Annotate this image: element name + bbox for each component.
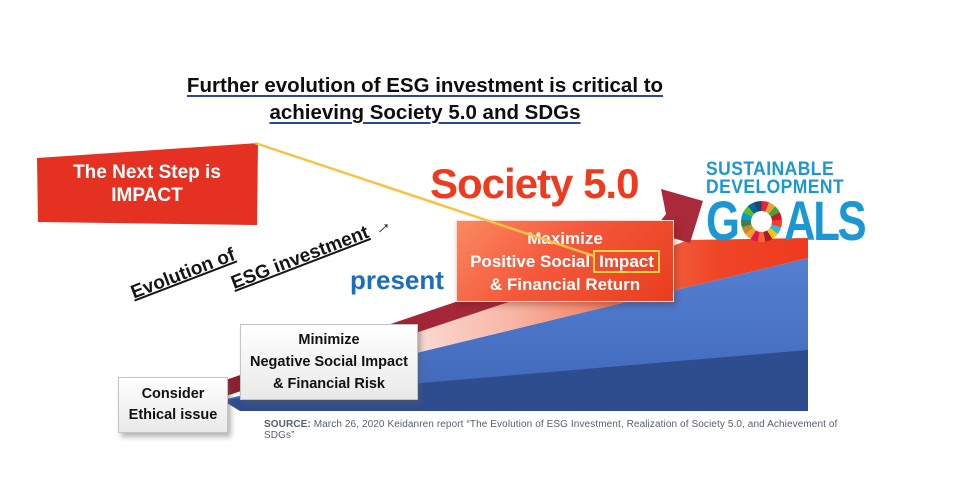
sdg-color-wheel-icon: [740, 200, 782, 242]
minimize-line3: & Financial Risk: [272, 376, 385, 392]
sdg-logo: SUSTAINABLE DEVELOPMENT G ALS: [706, 159, 887, 252]
next-step-line1: The Next Step is: [73, 162, 221, 183]
maximize-line2-text: Positive Social: [470, 251, 591, 271]
slide-title-line1: Further evolution of ESG investment is c…: [186, 74, 664, 97]
impact-highlight: Impact: [593, 249, 660, 273]
minimize-line2: Negative Social Impact: [250, 354, 408, 370]
slide-title: Further evolution of ESG investment is c…: [0, 72, 850, 126]
present-marker-label: present: [350, 265, 444, 295]
maximize-line2: Positive Social Impact: [457, 249, 673, 273]
maximize-line3: & Financial Return: [489, 274, 641, 294]
sdg-goals-letter-g: G: [706, 189, 740, 252]
slide-title-line2: achieving Society 5.0 and SDGs: [269, 101, 581, 124]
source-label: SOURCE:: [264, 419, 311, 430]
next-step-impact-box: The Next Step is IMPACT: [37, 143, 258, 225]
consider-line2: Ethical issue: [128, 407, 218, 423]
sdg-logo-goals: G ALS: [706, 189, 887, 252]
sdg-logo-line1: SUSTAINABLE: [706, 159, 835, 180]
stage-box-minimize: Minimize Negative Social Impact & Financ…: [240, 324, 418, 400]
sdg-logo-line2: DEVELOPMENT: [706, 177, 845, 198]
sdg-goals-letters-als: ALS: [783, 189, 867, 252]
maximize-line1: Maximize: [527, 228, 603, 248]
stage-box-consider: Consider Ethical issue: [118, 377, 228, 433]
consider-line1: Consider: [141, 386, 205, 402]
next-step-line2: IMPACT: [111, 185, 183, 206]
source-note: SOURCE: March 26, 2020 Keidanren report …: [264, 419, 864, 441]
minimize-line1: Minimize: [298, 332, 360, 348]
stage-box-maximize: Maximize Positive Social Impact & Financi…: [456, 220, 674, 302]
source-text: March 26, 2020 Keidanren report “The Evo…: [264, 419, 838, 441]
society-5-0-label: Society 5.0: [430, 160, 639, 207]
